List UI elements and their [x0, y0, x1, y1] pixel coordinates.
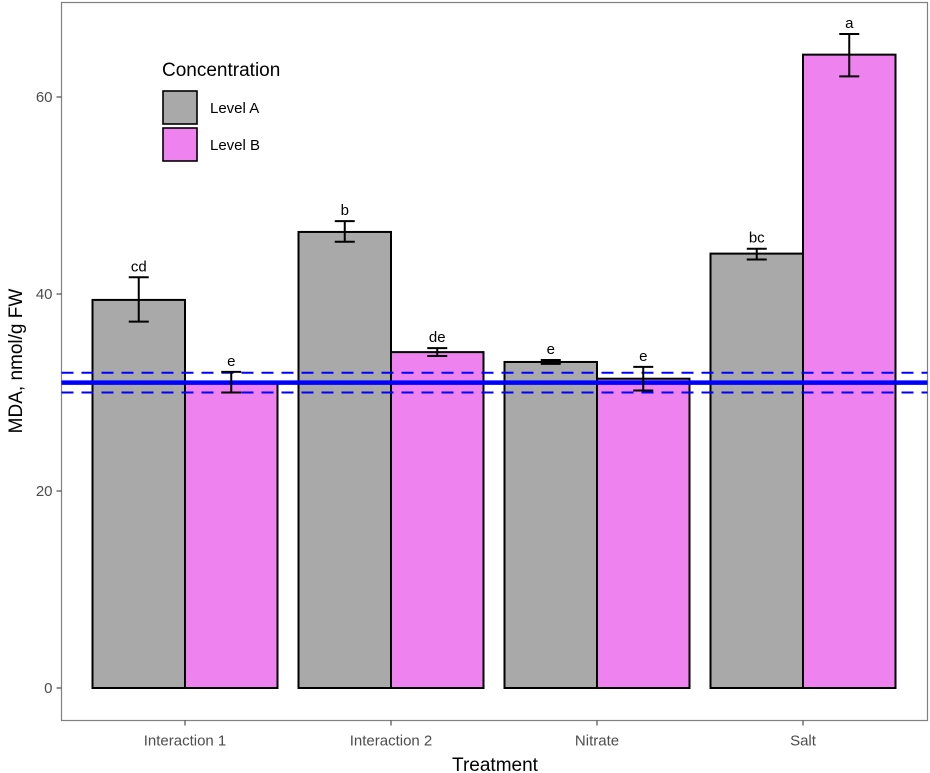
error-bar-salt-level-b [839, 32, 860, 78]
bar-interaction-2-level-b [390, 351, 485, 689]
error-bar-nitrate-level-b [633, 365, 654, 392]
error-bar-interaction-2-level-a [334, 220, 355, 243]
significance-labels-layer: cd b e bc e de e a [131, 15, 854, 370]
significance-label-interaction-1-level-b: e [227, 353, 235, 370]
bar-interaction-2-level-a [297, 230, 392, 689]
bar-nitrate-level-b [596, 377, 691, 689]
x-tick-label-nitrate: Nitrate [575, 733, 619, 750]
significance-label-interaction-2-level-a: b [341, 202, 349, 219]
x-axis-title: Treatment [452, 755, 539, 773]
x-tick-label-salt: Salt [790, 733, 817, 750]
bars-layer [91, 53, 897, 690]
error-bars-layer [128, 32, 860, 394]
significance-label-salt-level-a: bc [749, 230, 765, 247]
legend-swatch-level-b [162, 127, 198, 162]
significance-label-salt-level-b: a [845, 15, 854, 32]
y-tick-label-0: 0 [44, 680, 52, 697]
y-tick-label-20: 20 [36, 483, 53, 500]
legend: Concentration Level A Level B [162, 60, 280, 162]
legend-swatch-level-a [162, 90, 198, 125]
y-tick-label-60: 60 [36, 89, 53, 106]
y-axis: 0 20 40 60 [36, 89, 62, 697]
y-axis-title: MDA, nmol/g FW [6, 289, 27, 434]
bar-salt-level-b [802, 53, 897, 689]
y-tick-label-40: 40 [36, 286, 53, 303]
error-bar-salt-level-a [746, 247, 767, 261]
error-bar-nitrate-level-a [540, 358, 561, 365]
x-tick-label-interaction-1: Interaction 1 [144, 733, 227, 750]
significance-label-nitrate-level-a: e [547, 341, 555, 358]
bar-interaction-1-level-b [184, 381, 279, 689]
bar-interaction-1-level-a [91, 298, 186, 689]
significance-label-nitrate-level-b: e [639, 348, 647, 365]
significance-label-interaction-1-level-a: cd [131, 258, 147, 275]
legend-title: Concentration [162, 60, 280, 81]
error-bar-interaction-1-level-b [221, 370, 242, 394]
x-tick-label-interaction-2: Interaction 2 [350, 733, 433, 750]
reference-lines-layer [61, 371, 928, 394]
bar-nitrate-level-a [503, 360, 598, 689]
error-bar-interaction-1-level-a [128, 276, 149, 323]
error-bar-interaction-2-level-b [427, 347, 448, 358]
x-axis: Interaction 1 Interaction 2 Nitrate Salt [144, 720, 817, 750]
legend-label-level-a: Level A [210, 100, 259, 117]
legend-label-level-b: Level B [210, 137, 260, 154]
significance-label-interaction-2-level-b: de [429, 329, 446, 346]
bar-salt-level-a [709, 252, 804, 690]
